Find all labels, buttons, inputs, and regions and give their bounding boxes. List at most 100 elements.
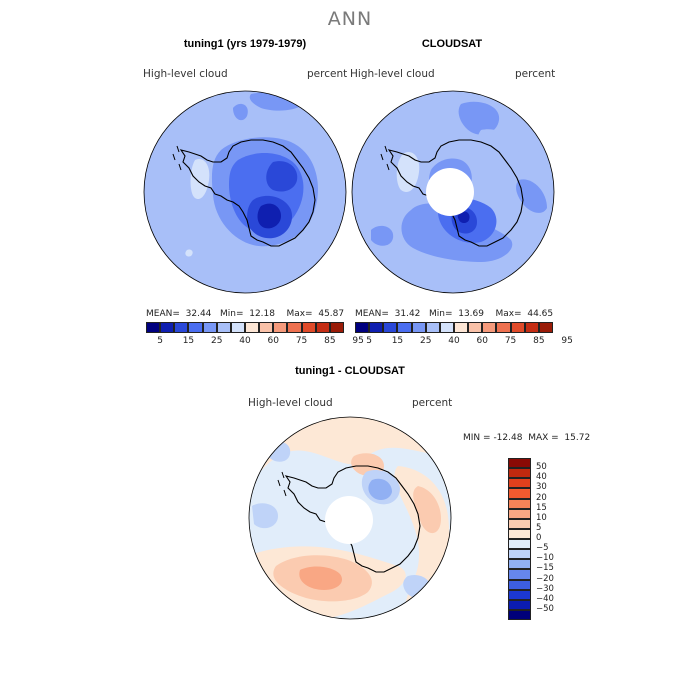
colorbar-swatch — [510, 322, 525, 333]
colorbar-tick-label: 75 — [504, 336, 517, 346]
colorbar-tick-label: 25 — [210, 336, 223, 346]
colorbar-tick-label: 85 — [324, 336, 336, 346]
panel-2-field-label: High-level cloud — [350, 68, 435, 80]
colorbar-swatch — [383, 322, 398, 333]
panel-1-units: percent — [307, 68, 348, 80]
colorbar-tick-label: 40 — [239, 336, 251, 346]
panel-1-field-label: High-level cloud — [143, 68, 228, 80]
figure-title: ANN — [327, 8, 373, 30]
panel-3-map-border — [248, 416, 452, 620]
colorbar-tick-label: 30 — [536, 482, 547, 493]
min-caps-label: MIN = — [463, 433, 491, 443]
panel-3-coastline-islands — [277, 471, 287, 497]
colorbar-swatch — [508, 539, 531, 550]
panel-2-title: CLOUDSAT — [421, 38, 483, 50]
max-label: Max= — [495, 309, 522, 319]
colorbar-tick-label: 15 — [182, 336, 195, 346]
colorbar-swatch — [524, 322, 539, 333]
colorbar-swatch — [508, 559, 531, 570]
panel-1-colorbar — [146, 322, 344, 333]
colorbar-swatch — [508, 488, 531, 499]
panel-1-min: 12.18 — [249, 309, 275, 319]
colorbar-swatch — [453, 322, 469, 333]
colorbar-tick-label: −10 — [536, 553, 554, 564]
colorbar-tick-label: −20 — [536, 573, 554, 584]
colorbar-tick-label: 25 — [419, 336, 432, 346]
panel-2-map-border — [351, 90, 555, 294]
colorbar-swatch — [508, 458, 531, 469]
panel-3-contour-band — [249, 417, 451, 486]
colorbar-tick-label: 15 — [536, 502, 547, 513]
max-label: Max= — [286, 309, 313, 319]
colorbar-swatch — [202, 322, 217, 333]
colorbar-swatch — [508, 579, 531, 590]
panel-2-max: 44.65 — [527, 309, 554, 319]
panel-2-min: 13.69 — [458, 309, 484, 319]
colorbar-swatch — [508, 508, 531, 519]
panel-3-units: percent — [412, 397, 453, 409]
panel-3-stats: MIN = -12.48 MAX = 15.72 — [463, 433, 590, 443]
panel-3-title: tuning1 - CLOUDSAT — [295, 365, 405, 377]
colorbar-tick-label: 5 — [366, 336, 372, 346]
panel-2-coastline — [387, 139, 524, 247]
panel-3-map — [248, 416, 452, 620]
colorbar-tick-label: 85 — [533, 336, 545, 346]
panel-2-coastline-islands — [380, 145, 390, 171]
colorbar-tick-label: 95 — [352, 336, 364, 346]
panel-3-min: -12.48 — [493, 433, 523, 443]
colorbar-tick-label: −15 — [536, 563, 554, 574]
panel-2-contour-band — [457, 211, 470, 223]
panel-2-contour-band — [458, 101, 500, 135]
panel-1-title: tuning1 (yrs 1979-1979) — [183, 38, 307, 50]
colorbar-swatch — [508, 589, 531, 600]
colorbar-tick-label: 15 — [391, 336, 404, 346]
colorbar-swatch — [174, 322, 189, 333]
panel-1-contour-band — [257, 203, 281, 229]
panel-3-field-label: High-level cloud — [248, 397, 333, 409]
colorbar-tick-label: 0 — [536, 533, 542, 543]
colorbar-tick-label: 40 — [536, 472, 547, 483]
colorbar-swatch — [508, 599, 531, 610]
colorbar-swatch — [508, 609, 531, 620]
colorbar-tick-label: 40 — [448, 336, 460, 346]
panel-1-map — [143, 90, 347, 294]
mean-label: MEAN= — [146, 309, 180, 319]
panel-2-contour-band — [516, 179, 547, 213]
panel-3-missing-data-hole — [325, 496, 373, 544]
colorbar-swatch — [188, 322, 203, 333]
panel-1-coastline-islands — [172, 145, 182, 171]
colorbar-tick-label: 60 — [267, 336, 279, 346]
panel-1-colorbar-ticks: 5 15 25 40 60 75 85 95 — [146, 336, 364, 348]
panel-2-map — [351, 90, 555, 294]
min-label: Min= — [428, 309, 453, 319]
panel-1-mean: 32.44 — [185, 309, 212, 319]
colorbar-swatch — [355, 322, 370, 333]
colorbar-tick-label: 5 — [536, 522, 542, 533]
panel-2-contour-band — [477, 129, 519, 171]
colorbar-swatch — [369, 322, 384, 333]
panel-2-colorbar — [355, 322, 553, 333]
panel-2-contour-band — [371, 225, 394, 246]
panel-1-stats: MEAN= 32.44 Min= 12.18 Max= 45.87 — [146, 309, 344, 319]
colorbar-tick-label: −40 — [536, 593, 554, 604]
colorbar-swatch — [508, 468, 531, 479]
panel-3-contour-band — [252, 503, 278, 529]
colorbar-swatch — [538, 322, 553, 333]
colorbar-swatch — [508, 518, 531, 529]
panel-3-contour-band — [299, 566, 343, 590]
panel-2-stats: MEAN= 31.42 Min= 13.69 Max= 44.65 — [355, 309, 553, 319]
panel-1-coastline — [179, 139, 316, 247]
panel-2-mean: 31.42 — [394, 309, 421, 319]
panel-3-contour-band — [413, 486, 442, 534]
colorbar-swatch — [160, 322, 175, 333]
colorbar-swatch — [439, 322, 454, 333]
panel-3-contour-band — [268, 441, 291, 462]
colorbar-tick-label: 10 — [536, 512, 547, 523]
panel-1-contour-band — [185, 249, 193, 257]
panel-1-contour-band — [233, 103, 248, 121]
colorbar-tick-label: 75 — [295, 336, 308, 346]
colorbar-swatch — [329, 322, 344, 333]
panel-3-colorbar — [508, 458, 531, 620]
colorbar-swatch — [259, 322, 274, 333]
panel-2-units: percent — [515, 68, 556, 80]
